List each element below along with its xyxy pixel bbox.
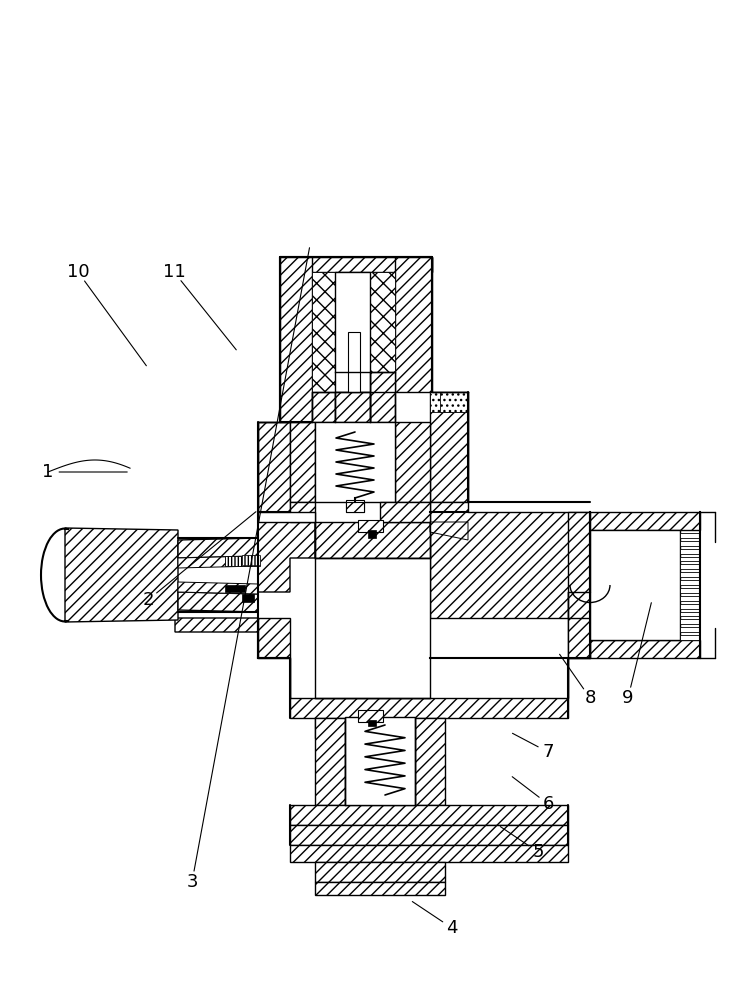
- Polygon shape: [430, 502, 590, 618]
- Polygon shape: [175, 512, 315, 632]
- Polygon shape: [178, 582, 258, 594]
- Polygon shape: [415, 718, 445, 805]
- Polygon shape: [315, 522, 430, 558]
- Bar: [335, 272, 370, 392]
- Bar: [225, 556, 260, 566]
- Polygon shape: [315, 862, 445, 882]
- Polygon shape: [370, 372, 395, 422]
- Polygon shape: [430, 522, 468, 540]
- Polygon shape: [258, 512, 315, 522]
- Polygon shape: [290, 502, 315, 522]
- Bar: [680, 619, 700, 624]
- Polygon shape: [346, 502, 364, 512]
- Polygon shape: [178, 556, 258, 568]
- Text: 10: 10: [67, 263, 89, 281]
- Bar: [680, 533, 700, 538]
- Text: 5: 5: [532, 843, 544, 861]
- Polygon shape: [395, 257, 432, 392]
- Polygon shape: [315, 718, 430, 738]
- Polygon shape: [290, 422, 315, 502]
- Polygon shape: [290, 805, 568, 825]
- Bar: [280, 257, 432, 272]
- Bar: [590, 530, 680, 640]
- Bar: [680, 541, 700, 546]
- Bar: [680, 557, 700, 561]
- Bar: [680, 564, 700, 569]
- Bar: [315, 558, 430, 698]
- Text: 6: 6: [542, 795, 554, 813]
- Polygon shape: [258, 422, 290, 512]
- Polygon shape: [335, 392, 370, 422]
- Text: 11: 11: [162, 263, 186, 281]
- Bar: [368, 720, 376, 726]
- Bar: [680, 549, 700, 554]
- Bar: [680, 612, 700, 616]
- Bar: [345, 717, 415, 805]
- Bar: [680, 635, 700, 640]
- Polygon shape: [430, 392, 468, 502]
- Bar: [680, 596, 700, 601]
- Polygon shape: [312, 272, 395, 392]
- Polygon shape: [315, 718, 345, 805]
- Text: 7: 7: [542, 743, 554, 761]
- Polygon shape: [65, 528, 178, 622]
- Polygon shape: [590, 512, 700, 530]
- Bar: [358, 520, 383, 532]
- Polygon shape: [380, 502, 430, 522]
- Text: 4: 4: [446, 919, 457, 937]
- Polygon shape: [258, 618, 590, 718]
- Bar: [680, 627, 700, 632]
- Bar: [358, 710, 383, 722]
- Text: 1: 1: [42, 463, 54, 481]
- Bar: [680, 604, 700, 609]
- Text: 3: 3: [186, 873, 197, 891]
- Bar: [680, 572, 700, 577]
- Polygon shape: [178, 538, 258, 558]
- Bar: [680, 588, 700, 593]
- Text: 9: 9: [622, 689, 634, 707]
- Polygon shape: [568, 512, 590, 658]
- Bar: [242, 594, 254, 602]
- Polygon shape: [290, 825, 568, 845]
- Polygon shape: [290, 845, 568, 862]
- Polygon shape: [440, 392, 468, 412]
- Polygon shape: [315, 882, 445, 895]
- Polygon shape: [430, 392, 468, 412]
- Bar: [368, 530, 376, 538]
- Bar: [242, 555, 260, 565]
- Text: 2: 2: [142, 591, 153, 609]
- Polygon shape: [280, 257, 432, 272]
- Polygon shape: [590, 640, 700, 658]
- Polygon shape: [178, 592, 258, 612]
- Bar: [680, 580, 700, 585]
- Text: 8: 8: [584, 689, 596, 707]
- Bar: [315, 422, 395, 502]
- Bar: [348, 332, 360, 392]
- Polygon shape: [312, 392, 335, 422]
- Bar: [225, 585, 245, 592]
- Polygon shape: [315, 698, 430, 718]
- Bar: [346, 500, 364, 512]
- Polygon shape: [280, 257, 312, 422]
- Polygon shape: [395, 422, 430, 502]
